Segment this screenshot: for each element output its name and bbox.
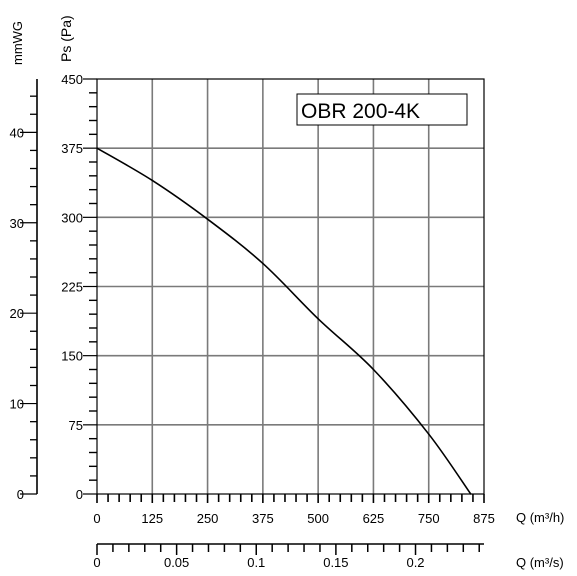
secondary-x-tick-label: 0.05 [164, 555, 189, 570]
secondary-y-axis-title: mmWG [10, 21, 25, 65]
curve-data-point [372, 368, 375, 371]
x-tick-label: 500 [307, 511, 329, 526]
curve-data-point [262, 262, 264, 265]
secondary-x-tick-label: 0.2 [406, 555, 424, 570]
y-tick-label: 0 [76, 487, 83, 502]
secondary-x-tick-label: 0 [93, 555, 100, 570]
fan-curve-line [96, 147, 472, 495]
x-axis: 0 125 250 375 500 625 750 875 [93, 494, 495, 526]
y-tick-label: 450 [61, 72, 83, 87]
secondary-x-axis: 0 0.05 0.1 0.15 0.2 [93, 543, 484, 570]
secondary-y-axis: 0 10 20 30 40 [10, 79, 38, 502]
chart-title: OBR 200-4K [301, 100, 420, 123]
x-axis-title: Q (m³/h) [516, 510, 564, 525]
secondary-x-tick-label: 0.15 [323, 555, 348, 570]
x-tick-label: 625 [363, 511, 385, 526]
curve-data-point [317, 317, 319, 320]
y-tick-label: 375 [61, 141, 83, 156]
secondary-y-tick-label: 40 [10, 125, 24, 140]
x-tick-label: 0 [93, 511, 100, 526]
title-box: OBR 200-4K [296, 93, 468, 126]
secondary-y-tick-label: 0 [17, 487, 24, 502]
x-tick-label: 750 [418, 511, 440, 526]
x-tick-label: 250 [197, 511, 219, 526]
secondary-x-axis-title: Q (m³/s) [516, 555, 564, 570]
title-frame [296, 93, 468, 126]
secondary-y-tick-label: 20 [10, 306, 24, 321]
y-tick-label: 225 [61, 280, 83, 295]
x-tick-label: 375 [252, 511, 274, 526]
y-tick-label: 300 [61, 210, 83, 225]
secondary-y-tick-label: 30 [10, 216, 24, 231]
secondary-x-tick-label: 0.1 [247, 555, 265, 570]
grid-lines [97, 79, 484, 494]
curve-data-point [206, 218, 209, 220]
secondary-y-tick-label: 10 [10, 397, 24, 412]
y-axis-title: Ps (Pa) [58, 15, 74, 62]
curve-data-point [151, 179, 154, 182]
y-tick-label: 150 [61, 349, 83, 364]
y-tick-label: 75 [69, 418, 83, 433]
x-tick-label: 125 [141, 511, 163, 526]
x-tick-label: 875 [473, 511, 495, 526]
curve-data-point [427, 433, 430, 435]
y-axis: 0 75 150 225 300 375 450 [61, 72, 97, 502]
